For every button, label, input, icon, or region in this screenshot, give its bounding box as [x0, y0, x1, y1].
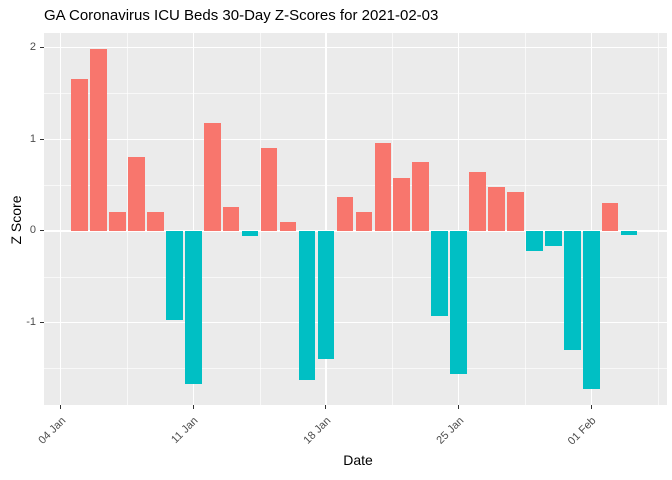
bar-2021-01-23 [412, 162, 429, 231]
x-axis-title: Date [343, 452, 373, 468]
minor-gridline-v [524, 33, 526, 405]
x-tick-label: 18 Jan [301, 414, 334, 447]
minor-gridline-h [44, 185, 667, 187]
bar-2021-01-14 [241, 230, 259, 237]
major-gridline-h [44, 321, 667, 324]
y-tick-mark [40, 322, 44, 324]
major-gridline-h [44, 46, 667, 49]
x-tick-label: 25 Jan [433, 414, 466, 447]
major-gridline-v [457, 33, 460, 405]
y-tick-mark [40, 230, 44, 232]
bar-2021-01-30 [545, 230, 562, 246]
major-gridline-h [44, 230, 667, 232]
y-tick-label: 2 [29, 41, 36, 54]
bar-2021-01-29 [526, 230, 543, 252]
bar-2021-01-19 [336, 197, 354, 231]
bar-2021-01-06 [90, 48, 107, 231]
chart-title: GA Coronavirus ICU Beds 30-Day Z-Scores … [44, 7, 439, 24]
bar-2021-01-21 [374, 142, 392, 231]
y-tick-mark [40, 47, 44, 49]
bar-2021-01-28 [507, 192, 524, 231]
major-gridline-v [325, 33, 327, 405]
bar-2021-01-13 [222, 207, 240, 231]
x-tick-mark [458, 405, 460, 409]
y-tick-label: -1 [26, 316, 36, 329]
y-tick-mark [40, 138, 44, 140]
bar-2021-01-17 [298, 230, 316, 381]
bar-2021-01-12 [203, 122, 221, 231]
bar-2021-01-27 [488, 186, 505, 231]
y-tick-label: 0 [29, 224, 36, 237]
bar-2021-02-02 [601, 202, 619, 231]
minor-gridline-v [126, 33, 128, 405]
bar-2021-01-16 [279, 221, 297, 231]
x-tick-label: 01 Feb [565, 414, 599, 448]
x-tick-mark [192, 405, 194, 409]
bar-2021-02-03 [620, 230, 638, 236]
x-tick-mark [325, 405, 327, 409]
bar-2021-02-01 [582, 230, 600, 390]
bar-2021-01-10 [166, 230, 183, 320]
bar-2021-01-26 [469, 172, 486, 231]
bar-2021-01-25 [450, 230, 467, 374]
x-tick-label: 11 Jan [169, 414, 201, 447]
minor-gridline-h [44, 93, 667, 95]
plot-panel [44, 33, 667, 405]
bar-2021-01-24 [431, 230, 448, 317]
bar-2021-01-15 [260, 147, 278, 231]
y-axis-title: Z Score [8, 195, 24, 245]
major-gridline-v [192, 33, 195, 405]
bar-2021-01-07 [109, 211, 126, 231]
bar-2021-01-08 [128, 156, 145, 231]
bar-2021-01-31 [564, 230, 581, 351]
bar-2021-01-22 [393, 177, 411, 231]
bar-2021-01-11 [185, 230, 202, 384]
minor-gridline-v [657, 33, 659, 405]
major-gridline-v [59, 33, 62, 405]
minor-gridline-v [392, 33, 394, 405]
bar-2021-01-20 [355, 211, 373, 231]
bar-2021-01-18 [317, 230, 335, 360]
x-tick-mark [60, 405, 62, 409]
major-gridline-h [44, 138, 667, 141]
major-gridline-v [590, 33, 592, 405]
bar-2021-01-05 [71, 78, 88, 231]
minor-gridline-h [44, 368, 667, 370]
y-tick-label: 1 [29, 132, 36, 145]
x-tick-label: 04 Jan [36, 414, 68, 447]
x-tick-mark [590, 405, 592, 409]
bar-2021-01-09 [147, 211, 164, 231]
minor-gridline-h [44, 276, 667, 278]
minor-gridline-v [259, 33, 261, 405]
